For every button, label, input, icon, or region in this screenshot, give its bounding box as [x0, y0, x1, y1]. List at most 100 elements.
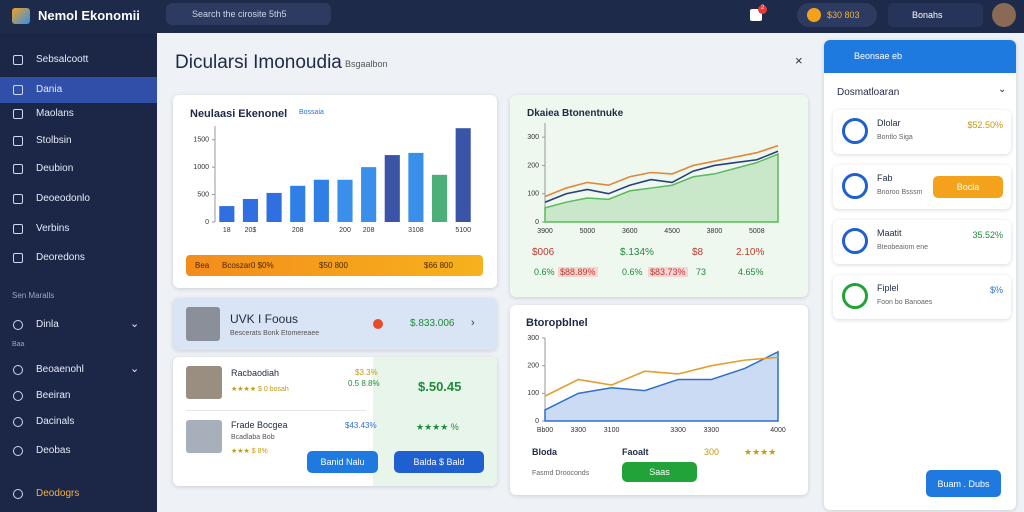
chevron[interactable]: ⌄: [998, 84, 1007, 95]
area: [544, 153, 779, 223]
x-tick-label: 208: [292, 227, 304, 234]
chevron: ›: [471, 317, 475, 329]
nav-icon: [13, 365, 23, 375]
nav-item[interactable]: Dacinals: [36, 416, 75, 427]
search-box[interactable]: Search the cirosite 5th5: [166, 3, 331, 25]
panel-item[interactable]: Dlolar Bontlo Siga $52.50%: [833, 110, 1011, 154]
panel-button[interactable]: Buam . Dubs: [926, 470, 1001, 497]
nav-item[interactable]: Deoredons: [36, 252, 85, 263]
item-meta: ★★★★ $ 0 bosah: [231, 386, 289, 393]
item-icon: [842, 173, 868, 199]
card-title: Dkaiea Btonentnuke: [527, 108, 624, 119]
bar: [290, 185, 306, 222]
footer-note: Fasmd Drooconds: [532, 470, 590, 477]
item-sub: Foon bo Banoaes: [877, 299, 933, 306]
item-icon: [842, 228, 868, 254]
nav-icon: [13, 55, 23, 65]
stat-value: $006: [532, 247, 555, 258]
nav-item[interactable]: Dania: [36, 84, 63, 95]
y-tick-label: 0: [535, 219, 539, 226]
nav-item[interactable]: Baa: [12, 341, 25, 348]
panel-item[interactable]: Maatit Bteobeaiom ene 35.52%: [833, 220, 1011, 264]
item-name: Fab: [877, 173, 893, 183]
x-tick-label: 3900: [537, 228, 553, 235]
y-tick-label: 0: [535, 418, 539, 425]
item-name: Maatit: [877, 228, 902, 238]
panel-item[interactable]: Fab Bnoroo Bsssm Bocla: [833, 165, 1011, 209]
x-tick-label: 5000: [580, 228, 596, 235]
nav-item[interactable]: Beeiran: [36, 390, 71, 401]
panel-title: Beonsae eb: [854, 51, 903, 61]
right-panel: Beonsae eb Dosmatloaran ⌄ Buam . Dubs Dl…: [824, 40, 1016, 510]
divider: [186, 410, 366, 411]
nav-item[interactable]: Verbins: [36, 223, 70, 234]
logo: [12, 8, 30, 24]
market-card: Dkaiea Btonentnuke 0 100 200 300 3900 5000 360…: [510, 95, 808, 297]
card-title: Neulaasi Ekenonel: [190, 108, 288, 120]
nav-icon: [13, 164, 23, 174]
line: [544, 356, 779, 397]
stat-change: 73: [696, 267, 707, 277]
footer-value: 300: [704, 447, 720, 457]
stat-value: 2.10%: [736, 247, 765, 258]
item-value: $52.50%: [967, 120, 1003, 130]
notification-count: 2: [758, 5, 767, 14]
balance-pill[interactable]: $30 803: [797, 3, 877, 27]
x-tick-label: 200: [339, 227, 351, 234]
nav-icon: [13, 109, 23, 119]
nav-footer[interactable]: Deodogrs: [36, 488, 80, 499]
x-tick-label: 3300: [570, 427, 586, 434]
nav-item[interactable]: Sebsalcoott: [36, 54, 89, 65]
bar: [219, 206, 235, 222]
button[interactable]: Saas: [622, 462, 697, 482]
nav-item[interactable]: Maolans: [36, 108, 74, 119]
chevron: ⌄: [130, 318, 140, 330]
stats: $006 $.134% $8 2.10% 0.6% $88.89% 0.6% $83.73% 7…: [510, 245, 808, 290]
y-tick-label: 100: [527, 191, 539, 198]
button[interactable]: Banid Nalu: [307, 451, 378, 473]
footer-rating: ★★★★: [744, 447, 777, 457]
highlight-value: $.50.45: [418, 379, 462, 394]
nav-icon: [13, 194, 23, 204]
nav-section: Sen Maralls: [12, 291, 55, 300]
item-name: Fiplel: [877, 283, 899, 293]
promo-card[interactable]: UVK I Foous Bescerats Bonk Etomereaee $.…: [173, 298, 497, 350]
coin: [807, 8, 821, 22]
nav-item[interactable]: Deobas: [36, 445, 71, 456]
x-tick-label: 3300: [704, 427, 720, 434]
nav-item[interactable]: Dinla: [36, 319, 59, 330]
bar: [361, 167, 377, 222]
item-button[interactable]: Bocla: [933, 176, 1003, 198]
search-placeholder: Search the cirosite 5th5: [192, 9, 287, 19]
nav-item[interactable]: Deoeodonlo: [36, 193, 90, 204]
nav-item[interactable]: Stolbsin: [36, 135, 72, 146]
x-tick-label: 18: [223, 227, 231, 234]
item-value: $%: [989, 285, 1003, 295]
item-sub: Bnoroo Bsssm: [877, 189, 923, 196]
nav-item[interactable]: Deubion: [36, 163, 74, 174]
bar: [408, 152, 424, 222]
x-tick-label: 5008: [749, 228, 765, 235]
summary-label: Bcoszar0 $0%: [222, 261, 274, 270]
avatar[interactable]: [992, 3, 1016, 27]
page-title: Dicularsi Imonoudia: [175, 52, 342, 73]
bar-card: Neulaasi Ekenonel Bossaia 0 500 1000 1500 18…: [173, 95, 497, 288]
y-tick-label: 200: [527, 162, 539, 169]
item-name: Dlolar: [877, 118, 901, 128]
summary-value: $66 800: [424, 261, 453, 270]
item-name: Racbaodiah: [231, 368, 280, 378]
account-box[interactable]: Bonahs: [888, 3, 983, 27]
close-icon[interactable]: ×: [795, 53, 803, 68]
panel-item[interactable]: Fiplel Foon bo Banoaes $%: [833, 275, 1011, 319]
balance: $30 803: [827, 10, 860, 20]
button[interactable]: Balda $ Bald: [394, 451, 484, 473]
y-tick-label: 300: [527, 335, 539, 342]
nav-icon: [13, 446, 23, 456]
x-tick-label: 4500: [664, 228, 680, 235]
item-image: [186, 366, 222, 399]
nav-item[interactable]: Beoaenohl: [36, 364, 84, 375]
nav-icon: [13, 320, 23, 330]
page-subtitle: Bsgaalbon: [345, 59, 388, 69]
promo-image: [186, 307, 220, 341]
y-tick-label: 100: [527, 390, 539, 397]
